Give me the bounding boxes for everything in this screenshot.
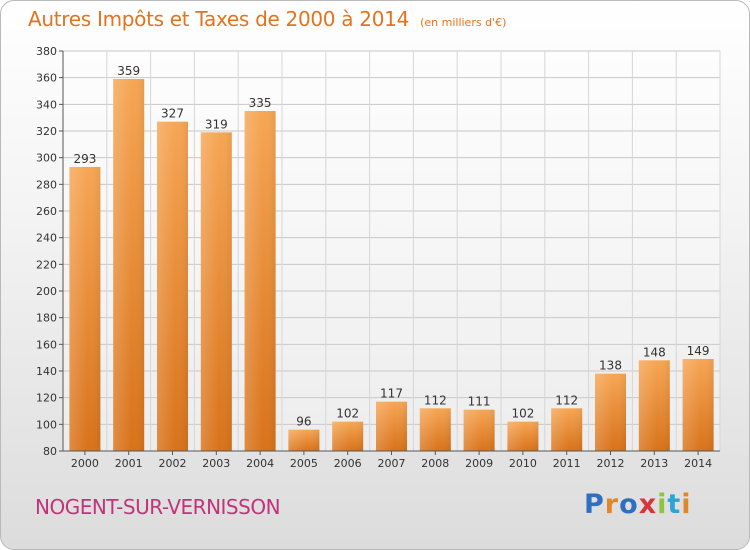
x-tick-label: 2012 bbox=[597, 457, 625, 470]
bar-shine bbox=[157, 121, 188, 452]
x-tick-label: 2013 bbox=[640, 457, 668, 470]
data-label: 102 bbox=[511, 407, 534, 421]
data-label: 335 bbox=[249, 96, 272, 110]
location-name: NOGENT-SUR-VERNISSON bbox=[35, 495, 281, 519]
data-label: 96 bbox=[296, 415, 311, 429]
bar-shine bbox=[551, 408, 583, 451]
bar-shine bbox=[419, 408, 451, 451]
x-tick-label: 2007 bbox=[378, 457, 406, 470]
data-label: 138 bbox=[599, 359, 622, 373]
logo-letter: P bbox=[584, 489, 605, 520]
y-tick-label: 260 bbox=[36, 205, 57, 218]
bar-shine bbox=[113, 79, 145, 451]
x-tick-label: 2002 bbox=[159, 457, 187, 470]
chart-unit: (en milliers d'€) bbox=[420, 16, 507, 29]
x-tick-label: 2005 bbox=[290, 457, 318, 470]
logo-letter: r bbox=[604, 489, 620, 520]
x-tick-label: 2004 bbox=[246, 457, 274, 470]
logo-letter: t bbox=[667, 489, 682, 520]
logo-letter: x bbox=[638, 489, 658, 520]
y-tick-label: 100 bbox=[36, 418, 57, 431]
y-tick-label: 320 bbox=[36, 125, 57, 138]
y-tick-label: 300 bbox=[36, 152, 57, 165]
data-label: 102 bbox=[336, 407, 359, 421]
y-tick-label: 140 bbox=[36, 365, 57, 378]
data-label: 117 bbox=[380, 387, 403, 401]
y-tick-label: 180 bbox=[36, 312, 57, 325]
y-tick-label: 360 bbox=[36, 72, 57, 85]
x-tick-label: 2010 bbox=[509, 457, 537, 470]
x-tick-label: 2011 bbox=[553, 457, 581, 470]
y-tick-label: 200 bbox=[36, 285, 57, 298]
y-tick-label: 120 bbox=[36, 392, 57, 405]
data-label: 327 bbox=[161, 107, 184, 121]
proxiti-logo: Proxiti bbox=[584, 489, 692, 520]
bar-shine bbox=[463, 409, 495, 451]
bar-shine bbox=[682, 359, 714, 451]
bar-shine bbox=[288, 429, 320, 451]
bar-shine bbox=[69, 167, 101, 451]
x-tick-label: 2000 bbox=[71, 457, 99, 470]
y-tick-label: 280 bbox=[36, 178, 57, 191]
logo-letter: o bbox=[619, 489, 639, 520]
y-tick-label: 160 bbox=[36, 338, 57, 351]
y-tick-label: 80 bbox=[43, 445, 57, 458]
data-label: 319 bbox=[205, 117, 228, 131]
bar-shine bbox=[200, 132, 232, 452]
chart-title-block: Autres Impôts et Taxes de 2000 à 2014 (e… bbox=[28, 7, 506, 31]
data-label: 148 bbox=[643, 345, 666, 359]
data-label: 359 bbox=[117, 64, 140, 78]
data-label: 112 bbox=[424, 393, 447, 407]
data-label: 112 bbox=[555, 393, 578, 407]
x-tick-label: 2003 bbox=[202, 457, 230, 470]
bar-shine bbox=[244, 111, 276, 451]
bar-shine bbox=[376, 401, 407, 451]
data-label: 293 bbox=[73, 152, 96, 166]
data-label: 149 bbox=[687, 344, 710, 358]
logo-letter: i bbox=[657, 489, 668, 520]
bar-shine bbox=[595, 373, 626, 451]
x-tick-label: 2009 bbox=[465, 457, 493, 470]
bar-shine bbox=[332, 421, 364, 451]
bar-shine bbox=[507, 421, 539, 451]
y-tick-label: 380 bbox=[36, 45, 57, 58]
y-tick-label: 340 bbox=[36, 98, 57, 111]
chart-title: Autres Impôts et Taxes de 2000 à 2014 bbox=[28, 7, 409, 31]
y-tick-label: 220 bbox=[36, 258, 57, 271]
x-tick-label: 2008 bbox=[421, 457, 449, 470]
x-tick-label: 2014 bbox=[684, 457, 712, 470]
data-label: 111 bbox=[468, 395, 491, 409]
x-tick-label: 2001 bbox=[115, 457, 143, 470]
bar-shine bbox=[638, 360, 670, 451]
y-tick-label: 240 bbox=[36, 232, 57, 245]
x-tick-label: 2006 bbox=[334, 457, 362, 470]
logo-letter: i bbox=[681, 489, 692, 520]
